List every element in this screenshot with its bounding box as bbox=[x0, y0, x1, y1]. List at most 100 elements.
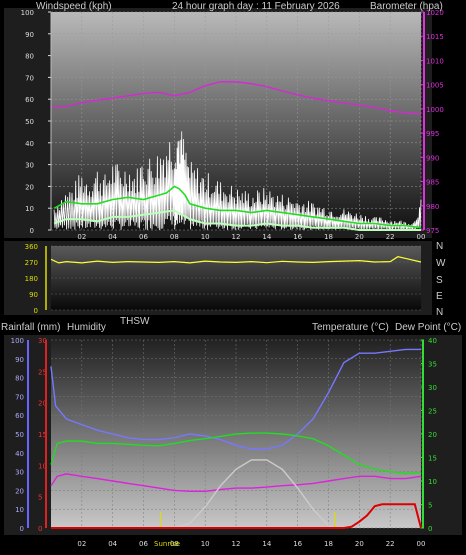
top-xtick-04: 04 bbox=[108, 233, 117, 241]
bottom-xtick-22: 22 bbox=[386, 540, 395, 548]
wind-average-line bbox=[53, 185, 422, 229]
bottom-series bbox=[50, 348, 422, 529]
rain-tick-5: 5 bbox=[38, 494, 42, 502]
compass-w: W bbox=[436, 258, 446, 269]
top-xtick-16: 16 bbox=[293, 233, 302, 241]
humidity-tick-20: 20 bbox=[15, 487, 24, 495]
barometer-tick-995: 995 bbox=[426, 130, 439, 138]
temperature-tick-15: 15 bbox=[428, 455, 437, 463]
direction-series bbox=[50, 256, 422, 264]
humidity-tick-90: 90 bbox=[15, 356, 24, 364]
windspeed-tick-40: 40 bbox=[25, 140, 34, 148]
humidity-line bbox=[50, 348, 421, 450]
wind-direction-line bbox=[50, 256, 422, 264]
barometer-tick-985: 985 bbox=[426, 179, 439, 187]
barometer-label: Barometer (hpa) bbox=[370, 1, 443, 12]
bottom-grid bbox=[51, 339, 422, 529]
thsw-label: THSW bbox=[120, 316, 150, 327]
bottom-xtick-02: 02 bbox=[77, 540, 86, 548]
rain-tick-25: 25 bbox=[38, 368, 47, 376]
temperature-tick-20: 20 bbox=[428, 431, 437, 439]
bottom-xtick-00: 00 bbox=[417, 540, 426, 548]
bottom-xtick-08: 08 bbox=[170, 540, 179, 548]
rain-tick-10: 10 bbox=[38, 462, 47, 470]
direction-tick-180: 180 bbox=[25, 275, 38, 283]
bottom-xtick-10: 10 bbox=[201, 540, 210, 548]
windspeed-tick-60: 60 bbox=[25, 96, 34, 104]
barometer-tick-1010: 1010 bbox=[426, 57, 444, 65]
bottom-xtick-12: 12 bbox=[232, 540, 241, 548]
rain-tick-0: 0 bbox=[38, 525, 42, 533]
humidity-tick-80: 80 bbox=[15, 375, 24, 383]
top-xtick-10: 10 bbox=[201, 233, 210, 241]
windspeed-tick-70: 70 bbox=[25, 74, 34, 82]
humidity-tick-50: 50 bbox=[15, 431, 24, 439]
barometer-line bbox=[51, 81, 422, 115]
dew-point-c-line bbox=[50, 473, 422, 492]
top-xtick-14: 14 bbox=[262, 233, 271, 241]
bottom-xtick-16: 16 bbox=[293, 540, 302, 548]
rain-tick-30: 30 bbox=[38, 337, 47, 345]
bottom-xtick-20: 20 bbox=[355, 540, 364, 548]
windspeed-tick-10: 10 bbox=[25, 205, 34, 213]
wind-lull-line bbox=[53, 209, 421, 231]
temperature-tick-40: 40 bbox=[428, 337, 437, 345]
rain-tick-15: 15 bbox=[38, 431, 47, 439]
rainfall-label: Rainfall (mm) bbox=[1, 322, 60, 333]
bottom-xtick-04: 04 bbox=[108, 540, 117, 548]
temperature-c-line bbox=[50, 432, 422, 475]
temperature-label: Temperature (°C) bbox=[312, 322, 389, 333]
humidity-tick-0: 0 bbox=[20, 525, 24, 533]
top-grid bbox=[51, 11, 422, 231]
top-xtick-12: 12 bbox=[232, 233, 241, 241]
compass-e: E bbox=[436, 291, 443, 302]
humidity-tick-60: 60 bbox=[15, 412, 24, 420]
bottom-xtick-14: 14 bbox=[262, 540, 271, 548]
barometer-tick-980: 980 bbox=[426, 203, 439, 211]
windspeed-tick-20: 20 bbox=[25, 183, 34, 191]
humidity-tick-30: 30 bbox=[15, 469, 24, 477]
top-xtick-20: 20 bbox=[355, 233, 364, 241]
thsw-line bbox=[158, 459, 334, 529]
barometer-tick-1005: 1005 bbox=[426, 82, 444, 90]
compass-s: S bbox=[436, 275, 443, 286]
humidity-tick-70: 70 bbox=[15, 393, 24, 401]
barometer-tick-1015: 1015 bbox=[426, 33, 444, 41]
temperature-tick-5: 5 bbox=[428, 502, 432, 510]
direction-tick-90: 90 bbox=[29, 291, 38, 299]
barometer-tick-975: 975 bbox=[426, 227, 439, 235]
sunrise-label: Sunrise bbox=[154, 540, 180, 548]
windspeed-tick-30: 30 bbox=[25, 162, 34, 170]
top-xtick-02: 02 bbox=[77, 233, 86, 241]
humidity-tick-10: 10 bbox=[15, 506, 24, 514]
rain-tick-20: 20 bbox=[38, 400, 47, 408]
compass-n-top: N bbox=[436, 241, 443, 252]
wind-gust-line bbox=[53, 131, 422, 231]
top-series bbox=[51, 81, 422, 231]
humidity-tick-40: 40 bbox=[15, 450, 24, 458]
humidity-tick-100: 100 bbox=[11, 337, 24, 345]
temperature-tick-35: 35 bbox=[428, 361, 437, 369]
rainfall-mm-line bbox=[51, 503, 422, 529]
graph-title: 24 hour graph day : 11 February 2026 bbox=[172, 1, 340, 12]
top-xtick-08: 08 bbox=[170, 233, 179, 241]
windspeed-tick-80: 80 bbox=[25, 53, 34, 61]
top-xtick-06: 06 bbox=[139, 233, 148, 241]
direction-tick-360: 360 bbox=[25, 243, 38, 251]
barometer-tick-990: 990 bbox=[426, 154, 439, 162]
barometer-tick-1020: 1020 bbox=[426, 9, 444, 17]
axis-ticks: 0102030405060708090100975980985990995100… bbox=[11, 9, 444, 548]
bottom-xtick-18: 18 bbox=[324, 540, 333, 548]
dew-point-label: Dew Point (°C) bbox=[395, 322, 461, 333]
temperature-tick-0: 0 bbox=[428, 525, 432, 533]
windspeed-tick-50: 50 bbox=[25, 118, 34, 126]
humidity-label: Humidity bbox=[67, 322, 106, 333]
windspeed-tick-0: 0 bbox=[30, 227, 34, 235]
bottom-xtick-06: 06 bbox=[139, 540, 148, 548]
temperature-tick-10: 10 bbox=[428, 478, 437, 486]
top-xtick-22: 22 bbox=[386, 233, 395, 241]
windspeed-label: Windspeed (kph) bbox=[36, 1, 112, 12]
temperature-tick-30: 30 bbox=[428, 384, 437, 392]
top-xtick-18: 18 bbox=[324, 233, 333, 241]
